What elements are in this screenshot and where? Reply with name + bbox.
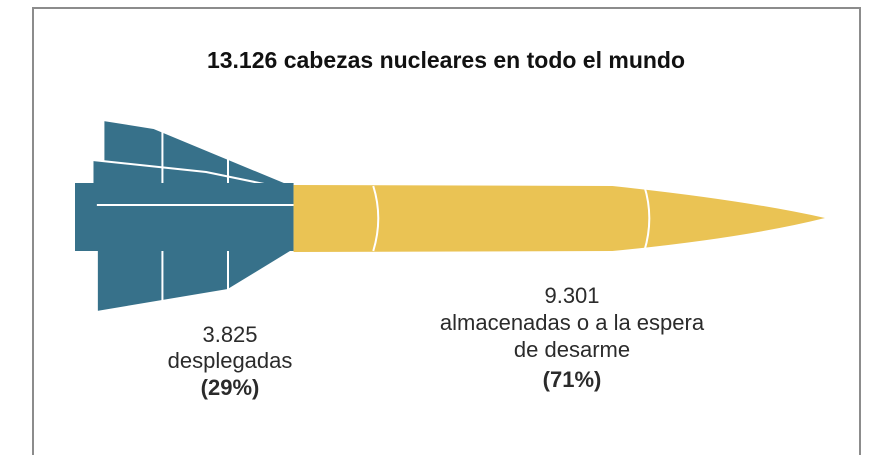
label: desplegadas [168,348,293,373]
body-seam [372,185,380,252]
label-line: almacenadas o a la espera [440,310,705,335]
stored-section [293,185,825,252]
label: (29%) [201,375,260,400]
body-seam [643,185,651,252]
label: (71%) [543,367,602,392]
label: 9.301 [544,283,599,308]
chart-title: 13.126 cabezas nucleares en todo el mund… [207,47,685,73]
deployed-section [75,118,298,314]
label: almacenadas o a la espera de desarme [440,310,705,362]
label: 3.825 [202,322,257,347]
label-line: de desarme [514,337,630,362]
rocket [75,118,825,314]
fuselage [75,183,294,251]
